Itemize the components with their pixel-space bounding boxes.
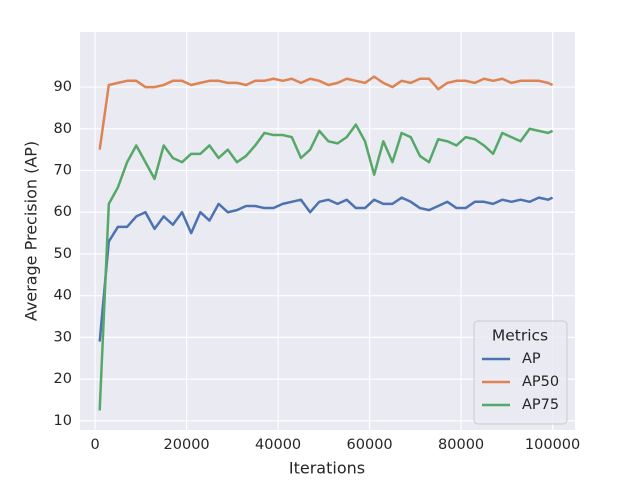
legend: Metrics AP AP50 AP75 xyxy=(473,320,568,425)
y-tick-label: 90 xyxy=(54,79,72,95)
legend-label: AP xyxy=(522,351,541,367)
y-tick-label: 80 xyxy=(54,121,72,137)
y-tick-label: 40 xyxy=(54,288,72,304)
legend-title: Metrics xyxy=(492,327,548,345)
x-tick-label: 80000 xyxy=(438,437,484,453)
x-tick-label: 0 xyxy=(90,437,99,453)
y-tick-label: 70 xyxy=(54,163,72,179)
y-tick-label: 30 xyxy=(54,329,72,345)
x-tick-label: 100000 xyxy=(525,437,580,453)
line-series xyxy=(98,196,554,342)
x-tick-label: 60000 xyxy=(347,437,393,453)
legend-box xyxy=(473,320,568,425)
y-tick-label: 60 xyxy=(54,204,72,220)
x-tick-label: 20000 xyxy=(164,437,210,453)
y-tick-label: 20 xyxy=(54,371,72,387)
y-tick-label: 50 xyxy=(54,246,72,262)
x-axis-label: Iterations xyxy=(289,459,365,478)
line-series xyxy=(98,123,554,411)
y-tick-label: 10 xyxy=(54,413,72,429)
line-series xyxy=(98,75,554,150)
legend-label: AP50 xyxy=(522,374,559,390)
y-axis-label: Average Precision (AP) xyxy=(22,141,41,321)
x-tick-label: 40000 xyxy=(255,437,301,453)
legend-label: AP75 xyxy=(522,397,559,413)
